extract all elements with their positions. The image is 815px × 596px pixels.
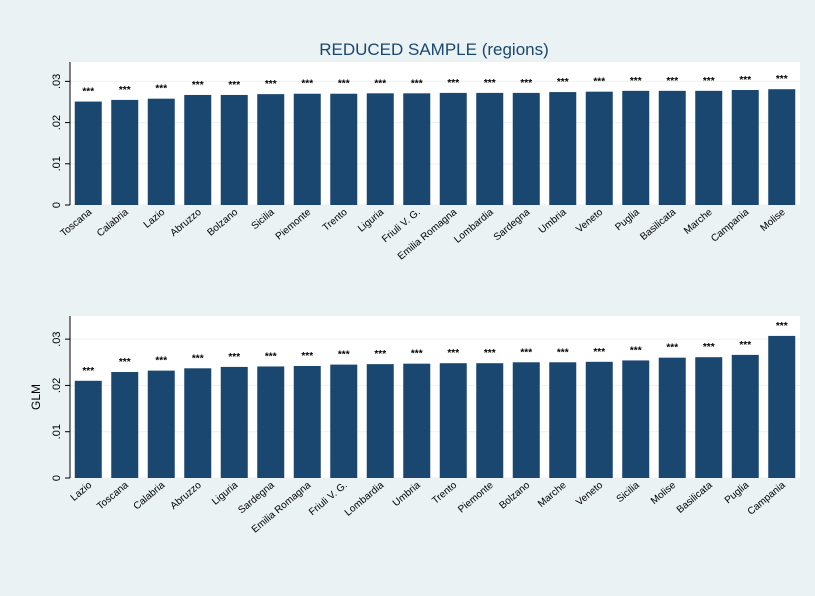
significance-label: *** <box>484 348 496 359</box>
bar <box>366 93 394 205</box>
significance-label: *** <box>338 350 350 361</box>
significance-label: *** <box>192 80 204 91</box>
significance-label: *** <box>666 343 678 354</box>
bar <box>330 364 358 478</box>
significance-label: *** <box>374 78 386 89</box>
bar <box>220 366 248 478</box>
significance-label: *** <box>520 347 532 358</box>
bar <box>476 363 504 478</box>
plot-area <box>70 62 800 205</box>
bar <box>622 360 650 478</box>
bar <box>74 380 102 478</box>
chart-title: REDUCED SAMPLE (regions) <box>319 40 549 59</box>
bar <box>549 362 577 478</box>
bar <box>111 99 139 205</box>
significance-label: *** <box>776 74 788 85</box>
bar <box>512 362 540 478</box>
bar <box>293 93 321 205</box>
significance-label: *** <box>265 351 277 362</box>
y-tick-label: 0 <box>51 475 63 481</box>
significance-label: *** <box>703 342 715 353</box>
significance-label: *** <box>630 76 642 87</box>
bar <box>257 366 285 478</box>
significance-label: *** <box>739 75 751 86</box>
significance-label: *** <box>301 79 313 90</box>
significance-label: *** <box>411 78 423 89</box>
y-tick-label: .03 <box>51 331 63 346</box>
y-tick-label: .02 <box>51 378 63 393</box>
significance-label: *** <box>411 349 423 360</box>
bar <box>731 354 759 478</box>
bar <box>147 98 175 205</box>
bar <box>439 92 467 205</box>
significance-label: *** <box>338 79 350 90</box>
bar <box>330 93 358 205</box>
significance-label: *** <box>593 347 605 358</box>
bar <box>731 90 759 205</box>
significance-label: *** <box>447 78 459 89</box>
significance-label: *** <box>265 79 277 90</box>
bar <box>184 94 212 205</box>
y-tick-label: .03 <box>51 74 63 89</box>
bar <box>111 372 139 478</box>
significance-label: *** <box>155 356 167 367</box>
significance-label: *** <box>447 348 459 359</box>
y-tick-label: .01 <box>51 424 63 439</box>
bar <box>585 361 613 478</box>
bar <box>512 92 540 205</box>
bar <box>147 370 175 478</box>
bar <box>184 368 212 478</box>
y-tick-label: .01 <box>51 156 63 171</box>
bar <box>695 90 723 205</box>
bar <box>439 363 467 478</box>
bar <box>768 89 796 205</box>
significance-label: *** <box>666 76 678 87</box>
significance-label: *** <box>776 321 788 332</box>
bar <box>293 365 321 478</box>
bar <box>658 90 686 205</box>
bar <box>366 364 394 478</box>
bar <box>549 92 577 205</box>
plot-area <box>70 316 800 478</box>
significance-label: *** <box>520 78 532 89</box>
significance-label: *** <box>82 366 94 377</box>
bar <box>403 93 431 205</box>
bar <box>658 357 686 478</box>
bar <box>476 92 504 205</box>
bar <box>695 357 723 478</box>
bar <box>74 101 102 205</box>
bar <box>220 94 248 205</box>
significance-label: *** <box>593 77 605 88</box>
y-tick-label: 0 <box>51 202 63 208</box>
significance-label: *** <box>155 84 167 95</box>
significance-label: *** <box>557 77 569 88</box>
significance-label: *** <box>630 345 642 356</box>
significance-label: *** <box>228 352 240 363</box>
bar <box>622 90 650 205</box>
significance-label: *** <box>192 353 204 364</box>
significance-label: *** <box>228 80 240 91</box>
significance-label: *** <box>82 87 94 98</box>
significance-label: *** <box>484 78 496 89</box>
significance-label: *** <box>374 349 386 360</box>
bar <box>403 363 431 478</box>
significance-label: *** <box>739 340 751 351</box>
y-axis-label: GLM <box>29 384 43 410</box>
significance-label: *** <box>557 347 569 358</box>
bar <box>768 335 796 478</box>
significance-label: *** <box>301 351 313 362</box>
significance-label: *** <box>703 76 715 87</box>
significance-label: *** <box>119 85 131 96</box>
y-tick-label: .02 <box>51 115 63 130</box>
significance-label: *** <box>119 357 131 368</box>
bar <box>257 94 285 205</box>
bar <box>585 91 613 205</box>
